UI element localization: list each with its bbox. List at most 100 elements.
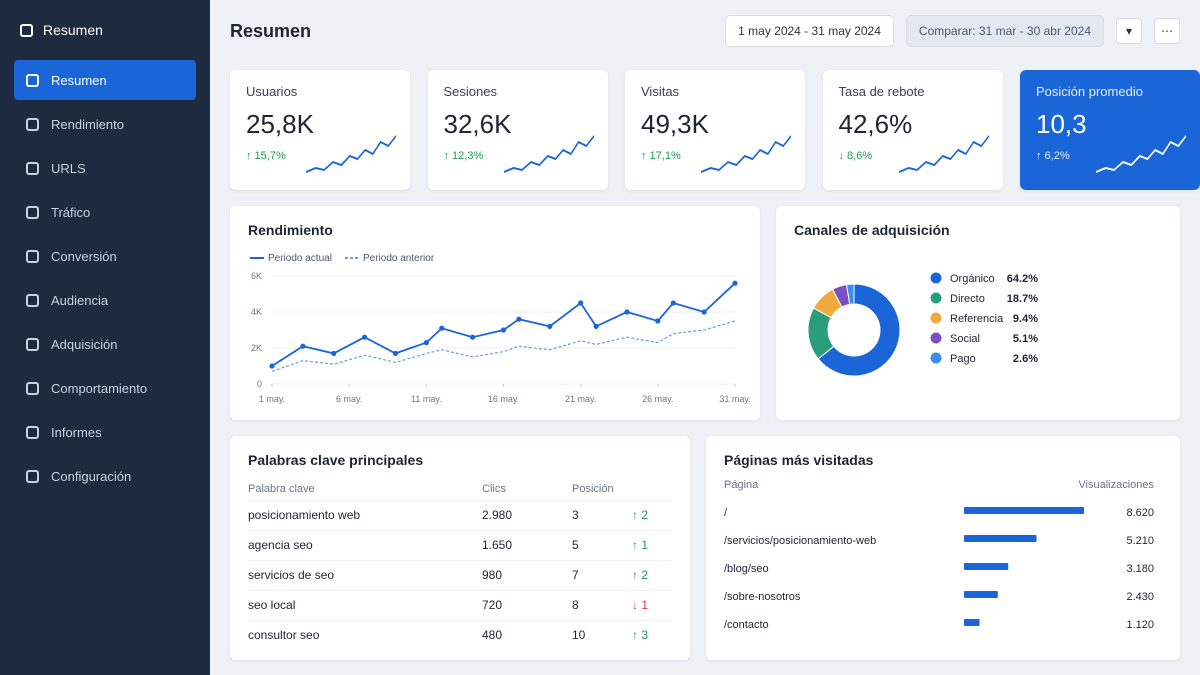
nav-item[interactable]: Adquisición xyxy=(14,324,196,364)
view-count: 5.210 xyxy=(1126,535,1154,547)
data-point xyxy=(732,280,738,286)
legend-dot xyxy=(930,272,942,284)
nav-icon xyxy=(26,249,39,263)
legend-label: Pago xyxy=(950,353,976,365)
nav-icon xyxy=(26,337,39,351)
x-tick-label: 26 may. xyxy=(642,394,673,404)
sparkline xyxy=(503,135,594,173)
data-point xyxy=(362,334,368,340)
nav-item[interactable]: Tráfico xyxy=(14,192,196,232)
kpi-label: Posición promedio xyxy=(1036,84,1143,99)
table-cell: 7 xyxy=(572,568,579,582)
nav-icon xyxy=(26,117,39,131)
nav-item[interactable]: Rendimiento xyxy=(14,104,196,144)
table-cell: ↑ 1 xyxy=(632,538,649,552)
nav-label: Rendimiento xyxy=(51,116,124,132)
card-title: Canales de adquisición xyxy=(794,222,950,238)
table-cell: 480 xyxy=(482,628,503,643)
legend-value: 5.1% xyxy=(1013,333,1038,345)
x-tick-label: 6 may. xyxy=(336,394,362,404)
main: Resumen 1 may 2024 - 31 may 2024 Compara… xyxy=(210,0,1200,675)
view-bar xyxy=(964,591,998,598)
legend-label: Social xyxy=(950,333,980,345)
kpi-card: Usuarios 25,8K ↑ 15,7% xyxy=(230,70,410,190)
nav-item[interactable]: Conversión xyxy=(14,236,196,276)
table-cell: 3 xyxy=(572,508,579,522)
x-tick-label: 11 may. xyxy=(411,394,442,404)
kpi-value: 49,3K xyxy=(641,109,709,139)
kpi-change: ↑ 12,3% xyxy=(443,150,484,162)
date-range[interactable]: 1 may 2024 - 31 may 2024 xyxy=(725,15,894,47)
nav-icon xyxy=(26,293,39,307)
nav-item[interactable]: Resumen xyxy=(14,60,196,100)
legend-label: Referencia xyxy=(950,313,1004,325)
compare-range[interactable]: Comparar: 31 mar - 30 abr 2024 xyxy=(905,15,1104,47)
data-point xyxy=(269,363,275,369)
table-cell: 8 xyxy=(572,598,579,612)
legend-label: Periodo actual xyxy=(268,253,332,264)
sparkline xyxy=(306,135,396,173)
view-bar xyxy=(964,535,1037,542)
x-tick-label: 16 may. xyxy=(488,394,519,404)
series-line xyxy=(271,320,736,372)
kpi-value: 10,3 xyxy=(1036,109,1087,139)
nav-item[interactable]: Audiencia xyxy=(14,280,196,320)
nav-item[interactable]: Configuración xyxy=(14,456,196,496)
nav-item[interactable]: URLS xyxy=(14,148,196,188)
nav-label: Conversión xyxy=(51,248,117,264)
table-cell: 720 xyxy=(482,598,503,612)
x-tick-label: 31 may. xyxy=(719,394,750,404)
kpi-value: 32,6K xyxy=(443,109,512,139)
donut-chart: Orgánico 64.2% Directo 18.7%Referencia 9.4% S… xyxy=(807,272,1038,377)
data-point xyxy=(392,350,399,356)
y-tick-label: 6K xyxy=(251,271,262,281)
sparkline-line xyxy=(701,135,791,173)
sparkline xyxy=(898,135,989,173)
kpi-label: Visitas xyxy=(641,84,680,99)
table-cell: seo local xyxy=(248,598,296,612)
kpi-label: Usuarios xyxy=(246,84,298,99)
data-point xyxy=(670,300,676,306)
table-cell: 980 xyxy=(482,568,503,582)
data-point xyxy=(547,323,553,329)
legend-label: Periodo anterior xyxy=(363,253,435,264)
data-point xyxy=(470,334,476,340)
nav-label: Resumen xyxy=(51,72,107,88)
table-cell: 10 xyxy=(572,628,586,643)
filter-button[interactable]: ▾ xyxy=(1116,18,1142,44)
view-count: 8.620 xyxy=(1126,507,1154,519)
page-path: /blog/seo xyxy=(724,563,769,575)
page-path: /servicios/posicionamiento-web xyxy=(724,535,876,547)
legend-value: 64.2% xyxy=(1007,273,1038,285)
nav-item[interactable]: Informes xyxy=(14,412,196,452)
legend-value: 2.6% xyxy=(1013,353,1038,365)
card-title: Rendimiento xyxy=(248,222,333,238)
kpi-card: Tasa de rebote 42,6% ↓ 8,6% xyxy=(822,70,1003,190)
nav-item[interactable]: Comportamiento xyxy=(14,368,196,408)
table-cell: ↑ 2 xyxy=(632,508,649,522)
nav-label: Configuración xyxy=(51,468,132,484)
nav-icon xyxy=(26,161,39,175)
performance-card: Rendimiento Periodo actual Periodo anteri… xyxy=(230,206,760,420)
kpi-value: 25,8K xyxy=(246,109,314,139)
y-tick-label: 0 xyxy=(257,379,262,389)
sparkline xyxy=(701,135,791,173)
table-cell: ↑ 2 xyxy=(632,568,649,582)
nav-label: Comportamiento xyxy=(51,380,148,396)
kpi-card: Posición promedio 10,3 ↑ 6,2% xyxy=(1020,70,1200,190)
data-point xyxy=(331,350,337,356)
table-cell: 2.980 xyxy=(482,508,513,522)
kpi-label: Sesiones xyxy=(443,84,497,99)
more-button[interactable]: ⋯ xyxy=(1154,18,1180,44)
kpi-value: 42,6% xyxy=(838,109,913,139)
legend-dot xyxy=(930,292,942,304)
view-bar xyxy=(964,507,1084,514)
table-cell: servicios de seo xyxy=(248,568,335,582)
table-header-row: Palabra clave Clics Posición xyxy=(248,478,672,500)
legend-dot xyxy=(930,352,942,364)
data-point xyxy=(593,323,599,329)
nav-icon xyxy=(26,381,39,395)
keywords-table: Palabra clave Clics Posición posicionamient… xyxy=(248,478,672,650)
data-point xyxy=(439,325,445,331)
nav-icon xyxy=(26,469,39,483)
